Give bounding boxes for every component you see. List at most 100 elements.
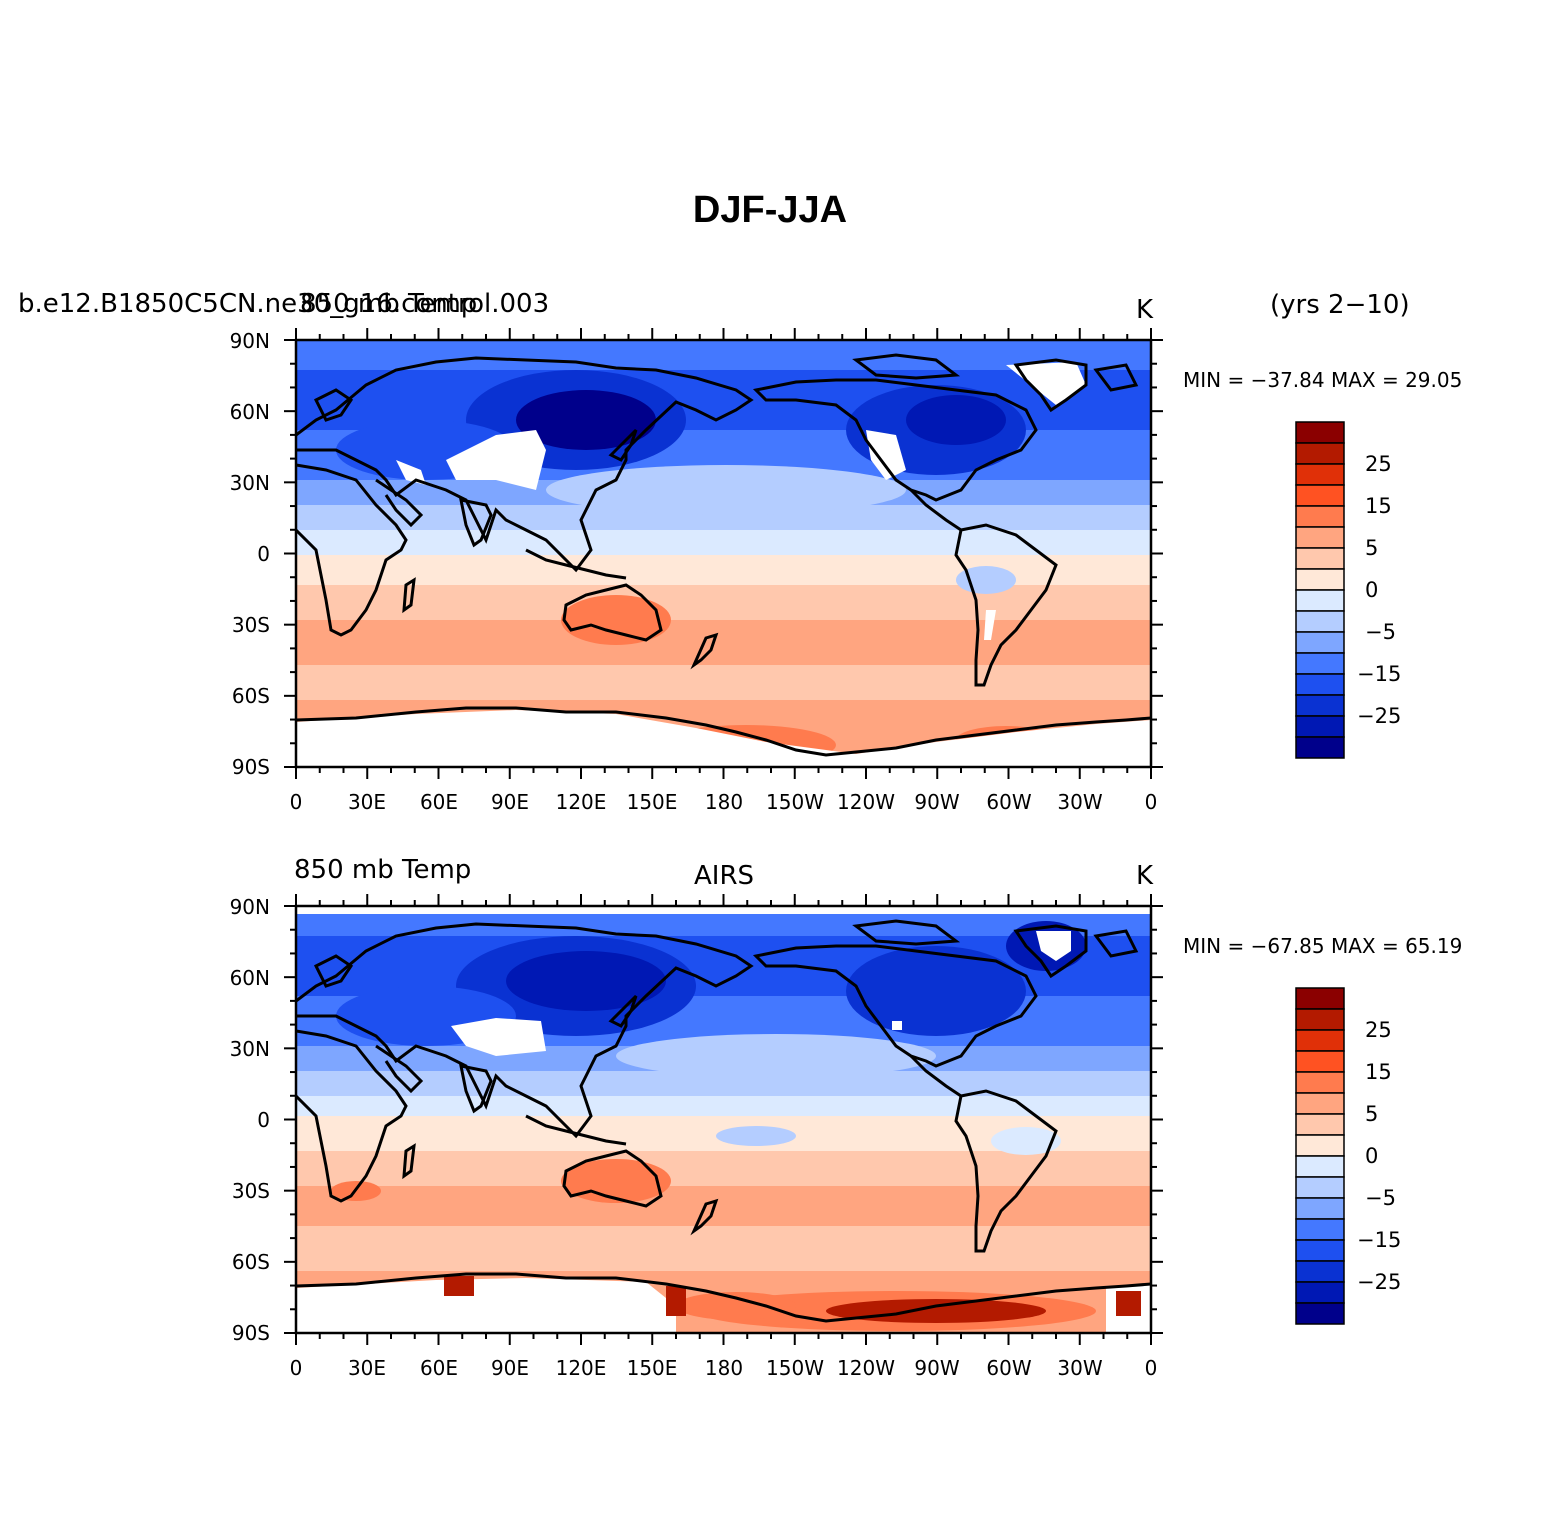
lon-label: 150E <box>627 1356 678 1380</box>
lon-label: 90W <box>914 790 959 814</box>
colorbar-label: 15 <box>1365 494 1392 518</box>
lon-label: 60W <box>986 1356 1031 1380</box>
colorbar-box <box>1295 1029 1345 1052</box>
colorbar-box <box>1295 1302 1345 1325</box>
colorbar-box <box>1295 1050 1345 1073</box>
colorbar-label: −15 <box>1357 662 1401 686</box>
dataset-label: AIRS <box>694 861 754 891</box>
lon-labels-airs: 0 30E 60E 90E 120E 150E 180 150W 120W 90… <box>290 1356 1158 1380</box>
colorbar-box <box>1295 505 1345 528</box>
lat-label: 90S <box>232 1321 270 1345</box>
colorbar-box <box>1295 589 1345 612</box>
lon-label: 180 <box>705 1356 743 1380</box>
lat-label: 30S <box>232 613 270 637</box>
panel-airs: 90N 60N 30N 0 30S 60S 90S 0 30E 60E 90E … <box>230 855 1463 1380</box>
lat-label: 90N <box>230 329 270 353</box>
colorbar-box <box>1295 1260 1345 1283</box>
lon-label: 120E <box>556 790 607 814</box>
colorbar-label: −5 <box>1365 1186 1396 1210</box>
lon-label: 30W <box>1057 790 1102 814</box>
units-label: K <box>1136 295 1154 325</box>
colorbar-box <box>1295 673 1345 696</box>
colorbar-label: −5 <box>1365 620 1396 644</box>
lat-label: 60S <box>232 1250 270 1274</box>
colorbar-box <box>1295 568 1345 591</box>
colorbar-label: 15 <box>1365 1060 1392 1084</box>
colorbar-box <box>1295 1197 1345 1220</box>
colorbar-box <box>1295 610 1345 633</box>
colorbar-label: −25 <box>1357 704 1401 728</box>
lon-label: 150W <box>766 1356 824 1380</box>
lat-label: 0 <box>257 542 270 566</box>
lat-label: 90N <box>230 895 270 919</box>
variable-label-overlap: 850 mb Temp <box>300 289 477 319</box>
min-max-stats: MIN = −67.85 MAX = 65.19 <box>1183 934 1462 958</box>
colorbar-box <box>1295 442 1345 465</box>
lon-label: 120E <box>556 1356 607 1380</box>
colorbar-box <box>1295 1113 1345 1136</box>
colorbar-box <box>1295 484 1345 507</box>
lon-label: 30E <box>348 790 386 814</box>
lon-label: 60E <box>420 790 458 814</box>
colorbar-box <box>1295 1008 1345 1031</box>
colorbar-box <box>1295 987 1345 1010</box>
colorbar-label: −25 <box>1357 1270 1401 1294</box>
colorbar-label: 5 <box>1365 1102 1378 1126</box>
colorbar-box <box>1295 421 1345 444</box>
colorbar-label: −15 <box>1357 1228 1401 1252</box>
colorbar-box <box>1295 1155 1345 1178</box>
colorbar-box <box>1295 1281 1345 1304</box>
colorbar-box <box>1295 463 1345 486</box>
lat-label: 60N <box>230 400 270 424</box>
map-field-airs <box>296 906 1151 1333</box>
lat-label: 60S <box>232 684 270 708</box>
colorbar-box <box>1295 1218 1345 1241</box>
lon-label: 120W <box>837 790 895 814</box>
colorbar-box <box>1295 715 1345 738</box>
lon-label: 30W <box>1057 1356 1102 1380</box>
lat-label: 90S <box>232 755 270 779</box>
colorbar-box <box>1295 652 1345 675</box>
tick-marks-model <box>284 328 1163 779</box>
variable-label: 850 mb Temp <box>294 855 471 885</box>
lat-label: 30N <box>230 1037 270 1061</box>
colorbar-label: 5 <box>1365 536 1378 560</box>
case-label: b.e12.B1850C5CN.ne30_g16.control.003 <box>18 289 549 319</box>
lon-labels-model: 0 30E 60E 90E 120E 150E 180 150W 120W 90… <box>290 790 1158 814</box>
lon-label: 120W <box>837 1356 895 1380</box>
colorbar-box <box>1295 631 1345 654</box>
lon-label: 0 <box>290 1356 303 1380</box>
map-field-model <box>296 340 1151 767</box>
lon-label: 60E <box>420 1356 458 1380</box>
colorbar-box <box>1295 694 1345 717</box>
lon-label: 30E <box>348 1356 386 1380</box>
lon-label: 90W <box>914 1356 959 1380</box>
lat-label: 30N <box>230 471 270 495</box>
lat-label: 60N <box>230 966 270 990</box>
lon-label: 90E <box>491 790 529 814</box>
lon-label: 180 <box>705 790 743 814</box>
colorbar-label: 25 <box>1365 452 1392 476</box>
colorbar-label: 25 <box>1365 1018 1392 1042</box>
min-max-stats: MIN = −37.84 MAX = 29.05 <box>1183 368 1462 392</box>
lon-label: 0 <box>1145 790 1158 814</box>
colorbar-label: 0 <box>1365 578 1378 602</box>
lon-label: 0 <box>1145 1356 1158 1380</box>
figure-title: DJF-JJA <box>693 189 847 231</box>
lat-label: 0 <box>257 1108 270 1132</box>
lon-label: 150W <box>766 790 824 814</box>
lon-label: 0 <box>290 790 303 814</box>
lat-label: 30S <box>232 1179 270 1203</box>
lon-label: 150E <box>627 790 678 814</box>
colorbar-model: 25 15 5 0 −5 −15 −25 <box>1295 421 1401 759</box>
colorbar-box <box>1295 1071 1345 1094</box>
units-label: K <box>1136 861 1154 891</box>
colorbar-box <box>1295 1134 1345 1157</box>
years-note: (yrs 2−10) <box>1270 290 1410 320</box>
tick-marks-airs <box>284 894 1163 1345</box>
colorbar-airs: 25 15 5 0 −5 −15 −25 <box>1295 987 1401 1325</box>
lon-label: 60W <box>986 790 1031 814</box>
lon-label: 90E <box>491 1356 529 1380</box>
panel-model: 90N 60N 30N 0 30S 60S 90S 0 30E 60E 90E … <box>18 289 1462 814</box>
